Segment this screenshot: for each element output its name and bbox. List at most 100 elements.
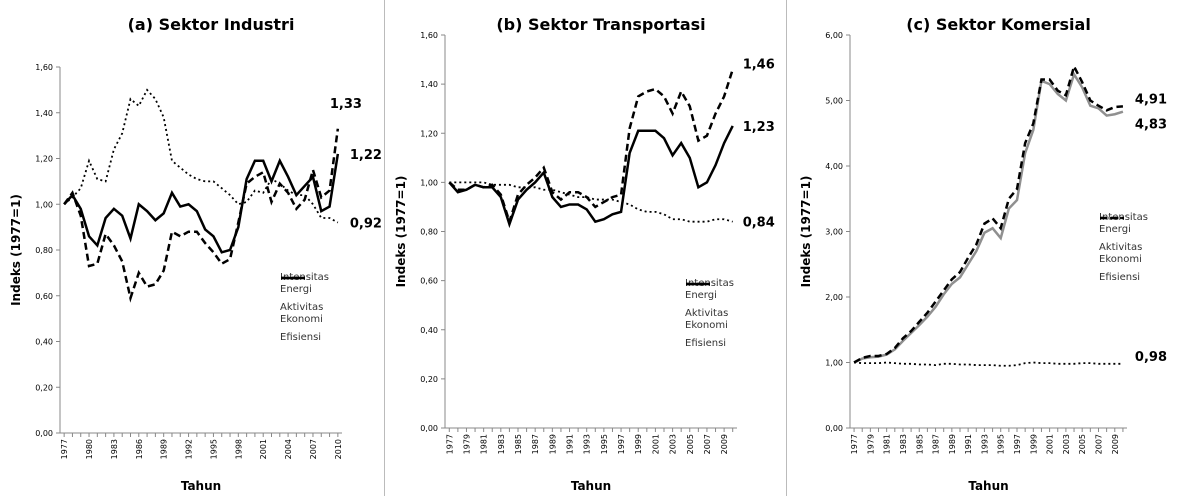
x-tick-label: 2003 xyxy=(1062,434,1071,454)
x-tick-label: 2001 xyxy=(259,439,268,459)
y-tick-label: 1,00 xyxy=(420,178,438,187)
x-tick-label: 1995 xyxy=(600,434,609,454)
legend-label: Efisiensi xyxy=(685,338,727,349)
x-axis-title: Tahun xyxy=(571,479,611,493)
x-tick-label: 2001 xyxy=(1046,434,1055,454)
y-axis-title: Indeks (1977=1) xyxy=(799,176,813,288)
y-tick-label: 1,20 xyxy=(420,129,438,138)
y-tick-label: 1,60 xyxy=(35,63,53,72)
line-series xyxy=(853,63,1124,364)
x-tick-label: 1987 xyxy=(932,434,941,454)
value-label: 4,83 xyxy=(1135,118,1167,133)
x-tick-label: 1986 xyxy=(135,439,144,459)
line-series xyxy=(63,128,340,303)
x-tick-label: 1995 xyxy=(997,434,1006,454)
line-series xyxy=(853,71,1124,364)
y-tick-label: 0,60 xyxy=(35,292,53,301)
x-tick-label: 1979 xyxy=(866,434,875,454)
x-tick-label: 2003 xyxy=(669,434,678,454)
y-tick-label: 1,20 xyxy=(35,155,53,164)
x-tick-label: 1992 xyxy=(185,439,194,459)
chart-title: (b) Sektor Transportasi xyxy=(496,15,705,34)
x-tick-label: 1983 xyxy=(110,439,119,459)
x-tick-label: 1983 xyxy=(497,434,506,454)
legend-entry: Aktivitas Ekonomi xyxy=(280,277,340,326)
line-series xyxy=(448,69,734,226)
x-tick-label: 2010 xyxy=(334,439,343,459)
chart: (a) Sektor Industri 0,00 0,20 0,40 0,60 0,80 1… xyxy=(9,15,382,493)
y-tick-label: 1,00 xyxy=(35,200,53,209)
y-tick-label: 6,00 xyxy=(825,31,843,40)
x-tick-label: 1977 xyxy=(445,434,454,454)
value-label: 0,98 xyxy=(1135,350,1167,365)
x-tick-label: 1979 xyxy=(462,434,471,454)
x-tick-label: 1997 xyxy=(1013,434,1022,454)
x-tick-label: 1977 xyxy=(60,439,69,459)
chart-title: (a) Sektor Industri xyxy=(128,15,295,34)
x-tick-label: 2007 xyxy=(1094,434,1103,454)
y-axis-title: Indeks (1977=1) xyxy=(9,194,23,306)
y-tick-label: 0,20 xyxy=(35,383,53,392)
x-tick-label: 1981 xyxy=(883,434,892,454)
legend-entry: Efisiensi xyxy=(685,282,745,350)
value-label: 0,92 xyxy=(350,217,382,232)
x-tick-label: 2009 xyxy=(720,434,729,454)
x-tick-label: 1989 xyxy=(948,434,957,454)
y-tick-label: 1,40 xyxy=(35,109,53,118)
y-tick-label: 0,40 xyxy=(35,338,53,347)
x-tick-label: 2009 xyxy=(1111,434,1120,454)
x-tick-label: 1989 xyxy=(548,434,557,454)
y-tick-label: 0,60 xyxy=(420,277,438,286)
x-tick-label: 1983 xyxy=(899,434,908,454)
x-tick-label: 1985 xyxy=(915,434,924,454)
x-tick-label: 1980 xyxy=(85,439,94,459)
x-tick-label: 1998 xyxy=(234,439,243,459)
value-label: 1,22 xyxy=(350,148,382,163)
x-tick-label: 1987 xyxy=(531,434,540,454)
legend-label: Aktivitas Ekonomi xyxy=(1099,242,1143,265)
line-series xyxy=(448,125,734,229)
legend-label: Aktivitas Ekonomi xyxy=(685,308,729,331)
x-axis-title: Tahun xyxy=(181,479,221,493)
legend-swatch xyxy=(281,276,305,280)
y-tick-label: 0,80 xyxy=(35,246,53,255)
y-tick-label: 0,80 xyxy=(420,228,438,237)
line-series xyxy=(853,361,1123,367)
x-tick-label: 2004 xyxy=(284,439,293,459)
x-tick-label: 1993 xyxy=(583,434,592,454)
x-tick-label: 1997 xyxy=(617,434,626,454)
legend-swatch xyxy=(686,282,710,286)
x-tick-label: 1981 xyxy=(480,434,489,454)
value-label: 1,33 xyxy=(330,97,362,112)
x-tick-label: 1999 xyxy=(1029,434,1038,454)
x-tick-label: 1977 xyxy=(850,434,859,454)
value-label: 4,91 xyxy=(1135,92,1167,107)
legend-entry: Aktivitas Ekonomi xyxy=(1099,217,1159,266)
y-tick-label: 1,60 xyxy=(420,31,438,40)
divider xyxy=(384,0,385,496)
x-tick-label: 2005 xyxy=(1078,434,1087,454)
x-tick-label: 2005 xyxy=(686,434,695,454)
chart-panel: (b) Sektor Transportasi 0,00 0,20 0,40 0,60 0… xyxy=(385,0,785,496)
legend-label: Efisiensi xyxy=(280,332,322,343)
legend-entry: Efisiensi xyxy=(280,276,340,344)
chart-panel: (c) Sektor Komersial 0,00 1,00 2,00 3,00 4,00… xyxy=(787,0,1189,496)
y-tick-label: 4,00 xyxy=(825,162,843,171)
x-axis-title: Tahun xyxy=(968,479,1008,493)
y-tick-label: 0,20 xyxy=(420,375,438,384)
line-series xyxy=(63,88,339,224)
x-tick-label: 2007 xyxy=(703,434,712,454)
y-tick-label: 5,00 xyxy=(825,97,843,106)
chart: (b) Sektor Transportasi 0,00 0,20 0,40 0,60 0… xyxy=(394,15,775,493)
x-tick-label: 1999 xyxy=(634,434,643,454)
value-label: 1,23 xyxy=(743,120,775,135)
legend-label: Aktivitas Ekonomi xyxy=(280,302,324,325)
y-tick-label: 3,00 xyxy=(825,228,843,237)
y-tick-label: 0,00 xyxy=(35,429,53,438)
chart: (c) Sektor Komersial 0,00 1,00 2,00 3,00 4,00… xyxy=(799,15,1167,493)
line-series xyxy=(63,153,340,254)
value-label: 0,84 xyxy=(743,216,775,231)
